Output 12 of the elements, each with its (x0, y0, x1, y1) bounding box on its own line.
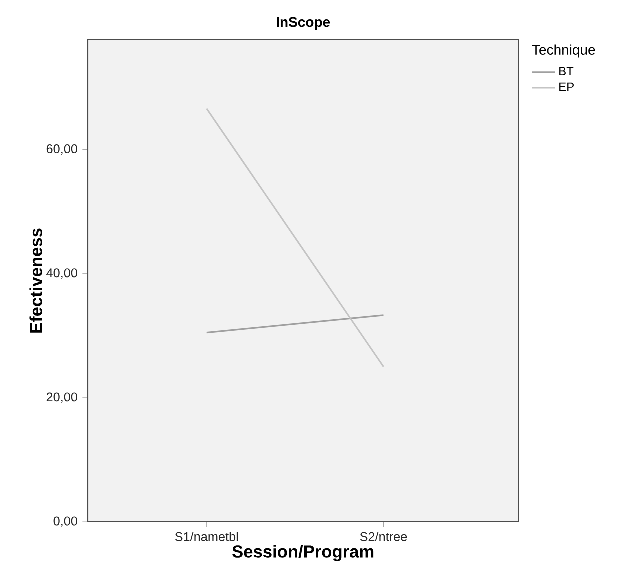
legend-label: BT (560, 67, 574, 76)
x-tick-label: S1/nametbl (175, 532, 238, 542)
x-axis-title: Session/Program (232, 545, 374, 562)
y-tick-label: 60,00 (46, 144, 78, 156)
legend-label: EP (560, 82, 574, 92)
y-tick-label: 20,00 (46, 392, 78, 404)
x-tick-label: S2/ntree (360, 532, 408, 542)
legend-title: Technique (532, 44, 596, 58)
y-tick-label: 40,00 (46, 268, 78, 280)
y-tick-label: 0,00 (54, 516, 78, 528)
y-axis-title: Efectiveness (30, 228, 42, 333)
chart-title: InScope (277, 17, 330, 30)
